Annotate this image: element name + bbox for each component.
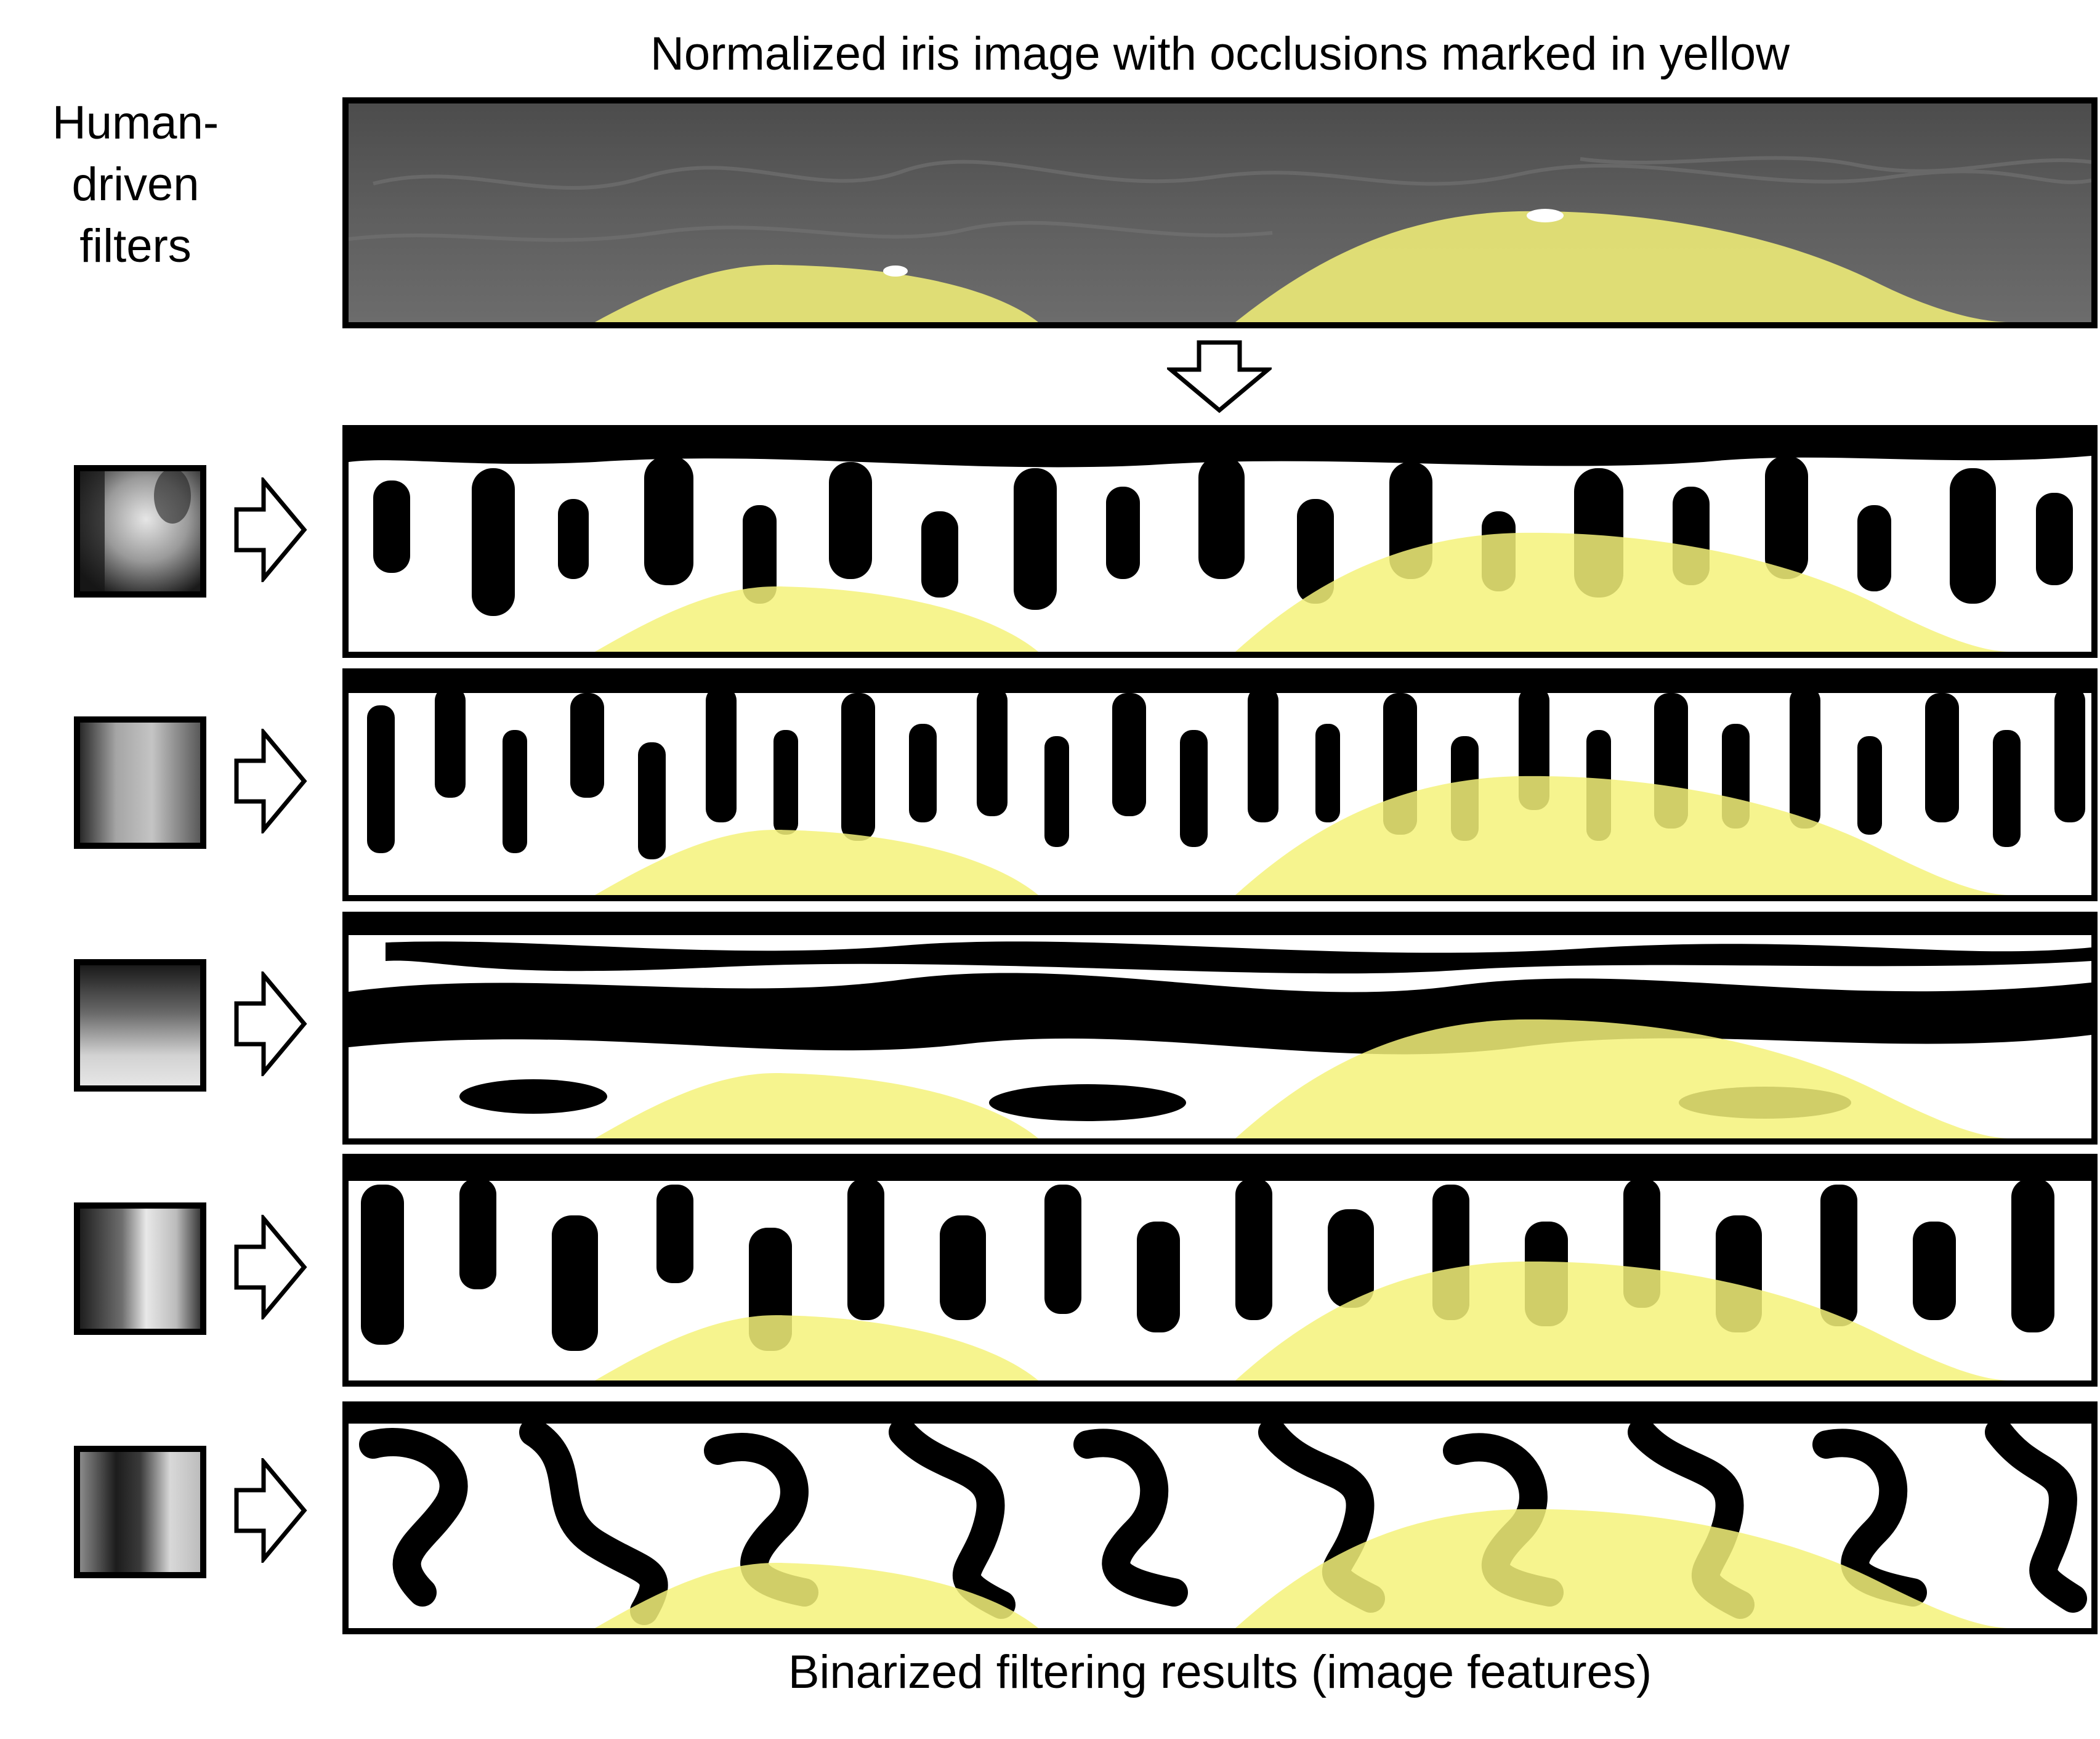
iris-occlusion-right: [1235, 211, 2011, 322]
right-arrow-icon: [234, 1215, 307, 1319]
side-title-line-3: filters: [79, 220, 192, 272]
side-title-line-1: Human-: [52, 97, 219, 149]
iris-image-graphic: [349, 103, 2091, 322]
right-arrow-icon: [234, 1458, 307, 1563]
filter-thumbnail-2: [74, 716, 206, 849]
bottom-caption: Binarized filtering results (image featu…: [788, 1646, 1652, 1698]
side-title: Human- driven filters: [12, 92, 259, 277]
right-arrow-icon: [234, 477, 307, 582]
filter-thumbnail-1: [74, 465, 206, 598]
filter-result-5: [342, 1401, 2098, 1634]
side-title-line-2: driven: [71, 158, 200, 211]
right-arrow-icon: [234, 729, 307, 833]
filter-thumbnail-4: [74, 1202, 206, 1335]
iris-occlusion-left: [595, 264, 1038, 322]
top-title: Normalized iris image with occlusions ma…: [650, 28, 1790, 80]
filter-thumbnail-5: [74, 1446, 206, 1578]
down-arrow-icon: [1167, 340, 1272, 413]
filter-thumbnail-3: [74, 959, 206, 1092]
filter-result-3: [342, 912, 2098, 1145]
right-arrow-icon: [234, 971, 307, 1076]
normalized-iris-image: [342, 97, 2098, 328]
filter-result-1: [342, 425, 2098, 658]
filter-result-4: [342, 1154, 2098, 1387]
filter-result-2: [342, 668, 2098, 901]
